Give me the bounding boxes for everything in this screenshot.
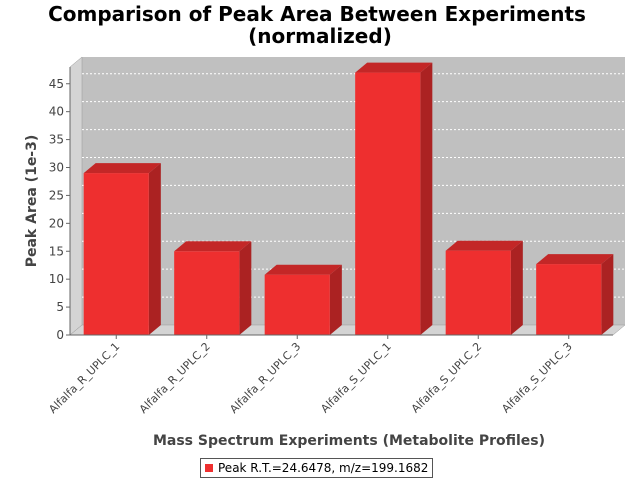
bar-side-face: [148, 163, 161, 335]
bar-front-face: [445, 250, 511, 335]
bar: [536, 254, 614, 335]
x-tick-label: Alfalfa_S_UPLC_2: [409, 340, 485, 416]
bar-top-face: [536, 254, 614, 265]
chart-subtitle: (normalized): [248, 24, 392, 48]
x-tick-label: Alfalfa_R_UPLC_2: [137, 340, 213, 416]
bar-front-face: [174, 251, 240, 335]
bar: [83, 163, 161, 335]
y-tick-label: 15: [49, 244, 64, 258]
legend: Peak R.T.=24.6478, m/z=199.1682: [200, 458, 434, 478]
x-axis-ticks: Alfalfa_R_UPLC_1 Alfalfa_R_UPLC_2 Alfalfa_…: [46, 335, 575, 416]
bar: [355, 62, 433, 335]
y-tick-label: 20: [49, 216, 64, 230]
bar-top-face: [174, 241, 252, 252]
legend-swatch-icon: [205, 464, 213, 472]
bar-front-face: [536, 264, 602, 335]
bars: [83, 62, 614, 335]
bar-front-face: [355, 72, 421, 335]
bar: [264, 264, 342, 335]
y-tick-label: 40: [49, 105, 64, 119]
y-tick-label: 45: [49, 77, 64, 91]
bar-top-face: [264, 264, 342, 275]
x-tick-label: Alfalfa_R_UPLC_1: [46, 340, 122, 416]
plot-side-wall: [69, 56, 83, 336]
bar: [445, 240, 523, 335]
x-axis-label: Mass Spectrum Experiments (Metabolite Pr…: [153, 433, 545, 449]
bar-front-face: [264, 274, 330, 335]
bar: [174, 241, 252, 335]
y-tick-label: 5: [56, 300, 64, 314]
bar-side-face: [601, 254, 614, 335]
y-axis-label: Peak Area (1e-3): [24, 135, 40, 268]
bar-front-face: [83, 173, 149, 335]
bar-top-face: [445, 240, 523, 251]
grid-lines: [82, 73, 625, 298]
x-tick-label: Alfalfa_R_UPLC_3: [227, 340, 303, 416]
x-tick-label: Alfalfa_S_UPLC_1: [318, 340, 394, 416]
y-tick-label: 30: [49, 161, 64, 175]
legend-label: Peak R.T.=24.6478, m/z=199.1682: [218, 461, 429, 475]
bar-top-face: [355, 62, 433, 73]
x-tick-label: Alfalfa_S_UPLC_3: [499, 340, 575, 416]
bar-top-face: [83, 163, 161, 174]
y-tick-label: 35: [49, 133, 64, 147]
chart-title: Comparison of Peak Area Between Experime…: [48, 2, 586, 26]
y-tick-label: 10: [49, 272, 64, 286]
bar-side-face: [420, 62, 433, 335]
y-tick-label: 0: [56, 328, 64, 342]
y-tick-label: 25: [49, 188, 64, 202]
bar-side-face: [239, 241, 252, 335]
y-axis-ticks: 0 5 10 15 20 25 30 35 40 45: [49, 77, 70, 342]
bar-side-face: [510, 240, 523, 335]
bar-side-face: [329, 264, 342, 335]
